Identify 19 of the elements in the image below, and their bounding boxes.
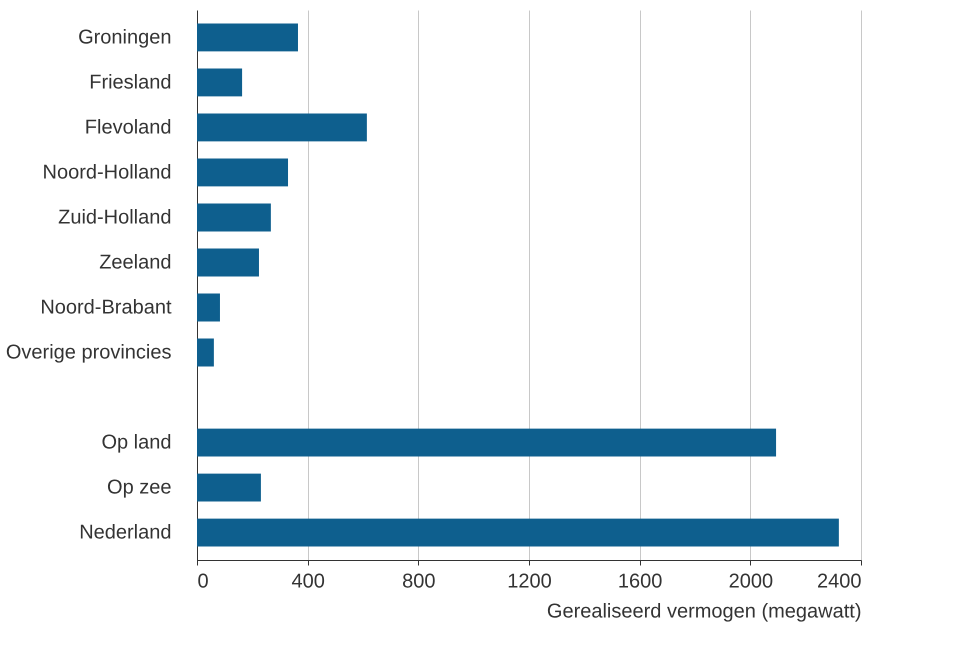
x-tick-label: 1200 [507,570,552,592]
x-tick-label: 2000 [728,570,774,592]
y-tick-label: Flevoland [84,116,172,138]
y-tick-label: Zeeland [99,251,172,274]
x-axis-title: Gerealiseerd vermogen (megawatt) [546,600,862,622]
y-tick-label: Nederland [79,522,172,544]
x-tick-label: 0 [198,570,209,592]
y-tick-label: Noord-Brabant [40,296,172,319]
x-tick-label: 400 [291,570,325,592]
y-tick-label: Overige provincies [6,342,172,364]
y-tick-label: Op zee [107,476,172,499]
y-tick-label: Op land [101,432,172,454]
y-tick-label: Groningen [78,26,172,48]
x-tick-label: 1600 [618,570,662,592]
y-tick-label: Noord-Holland [42,161,172,184]
y-tick-label: Friesland [89,71,172,94]
y-tick-label: Zuid-Holland [58,206,172,228]
x-tick-label: 2400 [817,570,862,592]
x-tick-label: 800 [402,570,436,592]
